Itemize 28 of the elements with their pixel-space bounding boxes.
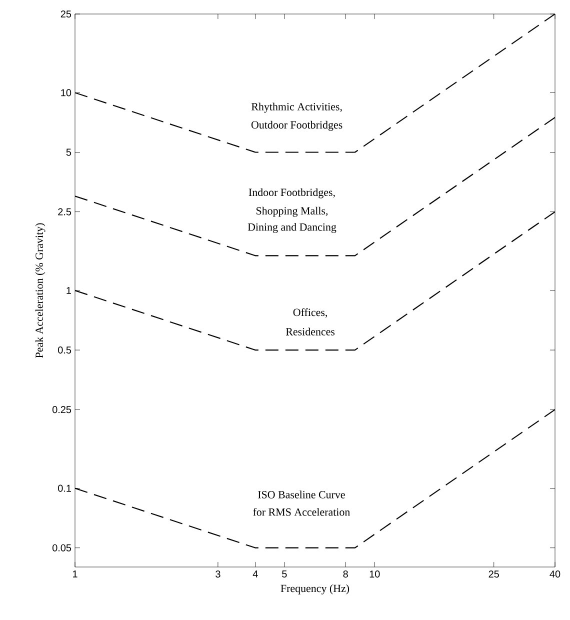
x-tick-label: 8 <box>343 570 348 578</box>
x-tick-label: 3 <box>216 570 220 578</box>
annotation: for RMS Acceleration <box>253 508 350 516</box>
y-tick-label: 0.05 <box>52 544 72 552</box>
annotation: Dining and Dancing <box>248 223 336 233</box>
y-tick-label: 0.25 <box>52 406 72 414</box>
y-tick-label: 0.1 <box>58 484 72 492</box>
annotation: ISO Baseline Curve <box>258 490 345 498</box>
y-tick-label: 5 <box>66 148 72 156</box>
y-tick-label: 25 <box>60 10 72 18</box>
x-tick-label: 40 <box>550 570 560 578</box>
annotation: Outdoor Footbridges <box>251 120 342 131</box>
x-tick-label: 25 <box>488 570 499 578</box>
annotation: Rhythmic Activities, <box>251 102 342 113</box>
x-tick-label: 5 <box>282 570 287 578</box>
x-tick-label: 1 <box>72 570 78 578</box>
y-axis-title: Peak Acceleration (% Gravity) <box>35 223 46 358</box>
x-tick-label: 10 <box>370 570 380 578</box>
x-axis-title: Frequency (Hz) <box>280 584 350 594</box>
y-tick-label: 1 <box>66 287 72 294</box>
y-tick-label: 2.5 <box>58 208 72 216</box>
y-tick-label: 10 <box>61 89 72 96</box>
x-tick-label: 4 <box>252 570 258 578</box>
annotation: Residences <box>286 328 335 336</box>
annotation: Indoor Footbridges, <box>248 188 335 198</box>
y-tick-label: 0.5 <box>58 346 72 354</box>
annotation: Offices, <box>293 308 327 318</box>
annotation: Shopping Malls, <box>256 206 328 217</box>
